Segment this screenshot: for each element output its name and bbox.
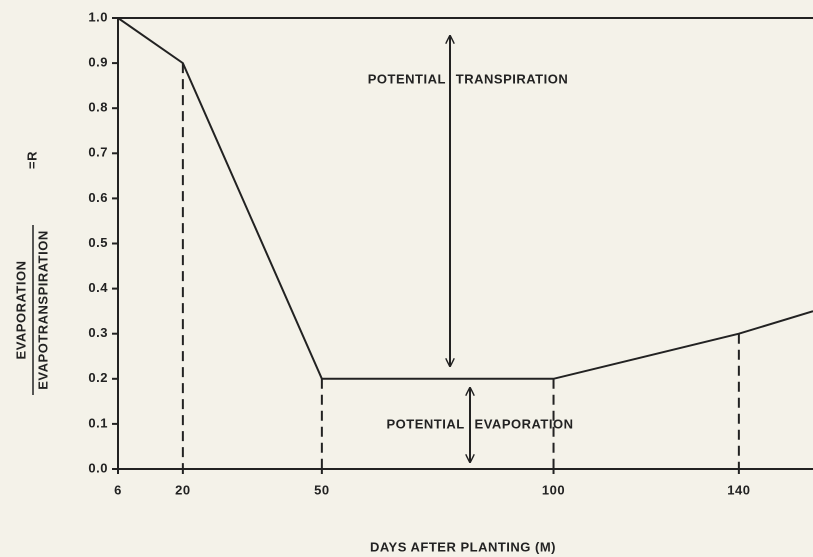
x-tick-label: 20 [175, 482, 190, 497]
y-tick-label: 0.2 [88, 370, 108, 385]
y-tick-label: 0.1 [88, 415, 108, 430]
y-tick-label: 0.9 [88, 55, 108, 70]
y-tick-label: 1.0 [88, 9, 108, 24]
y-tick-label: 0.3 [88, 325, 108, 340]
annotation: POTENTIAL EVAPORATION [387, 416, 574, 431]
x-tick-label: 140 [727, 482, 750, 497]
data-line [117, 17, 813, 380]
y-tick-label: 0.7 [88, 145, 108, 160]
y-label-numerator: EVAPORATION [13, 261, 28, 360]
y-tick-label: 0.6 [88, 190, 108, 205]
y-label-suffix: =R [24, 151, 39, 169]
y-tick-label: 0.0 [88, 460, 108, 475]
x-axis-label: DAYS AFTER PLANTING (M) [370, 539, 556, 554]
y-label-denominator: EVAPOTRANSPIRATION [35, 230, 50, 389]
y-tick-label: 0.8 [88, 100, 108, 115]
x-tick-label: 6 [114, 482, 122, 497]
x-tick-label: 100 [542, 482, 565, 497]
annotation: POTENTIAL TRANSPIRATION [368, 71, 568, 86]
y-tick-label: 0.4 [88, 280, 108, 295]
x-tick-label: 50 [314, 482, 329, 497]
y-tick-label: 0.5 [88, 235, 108, 250]
